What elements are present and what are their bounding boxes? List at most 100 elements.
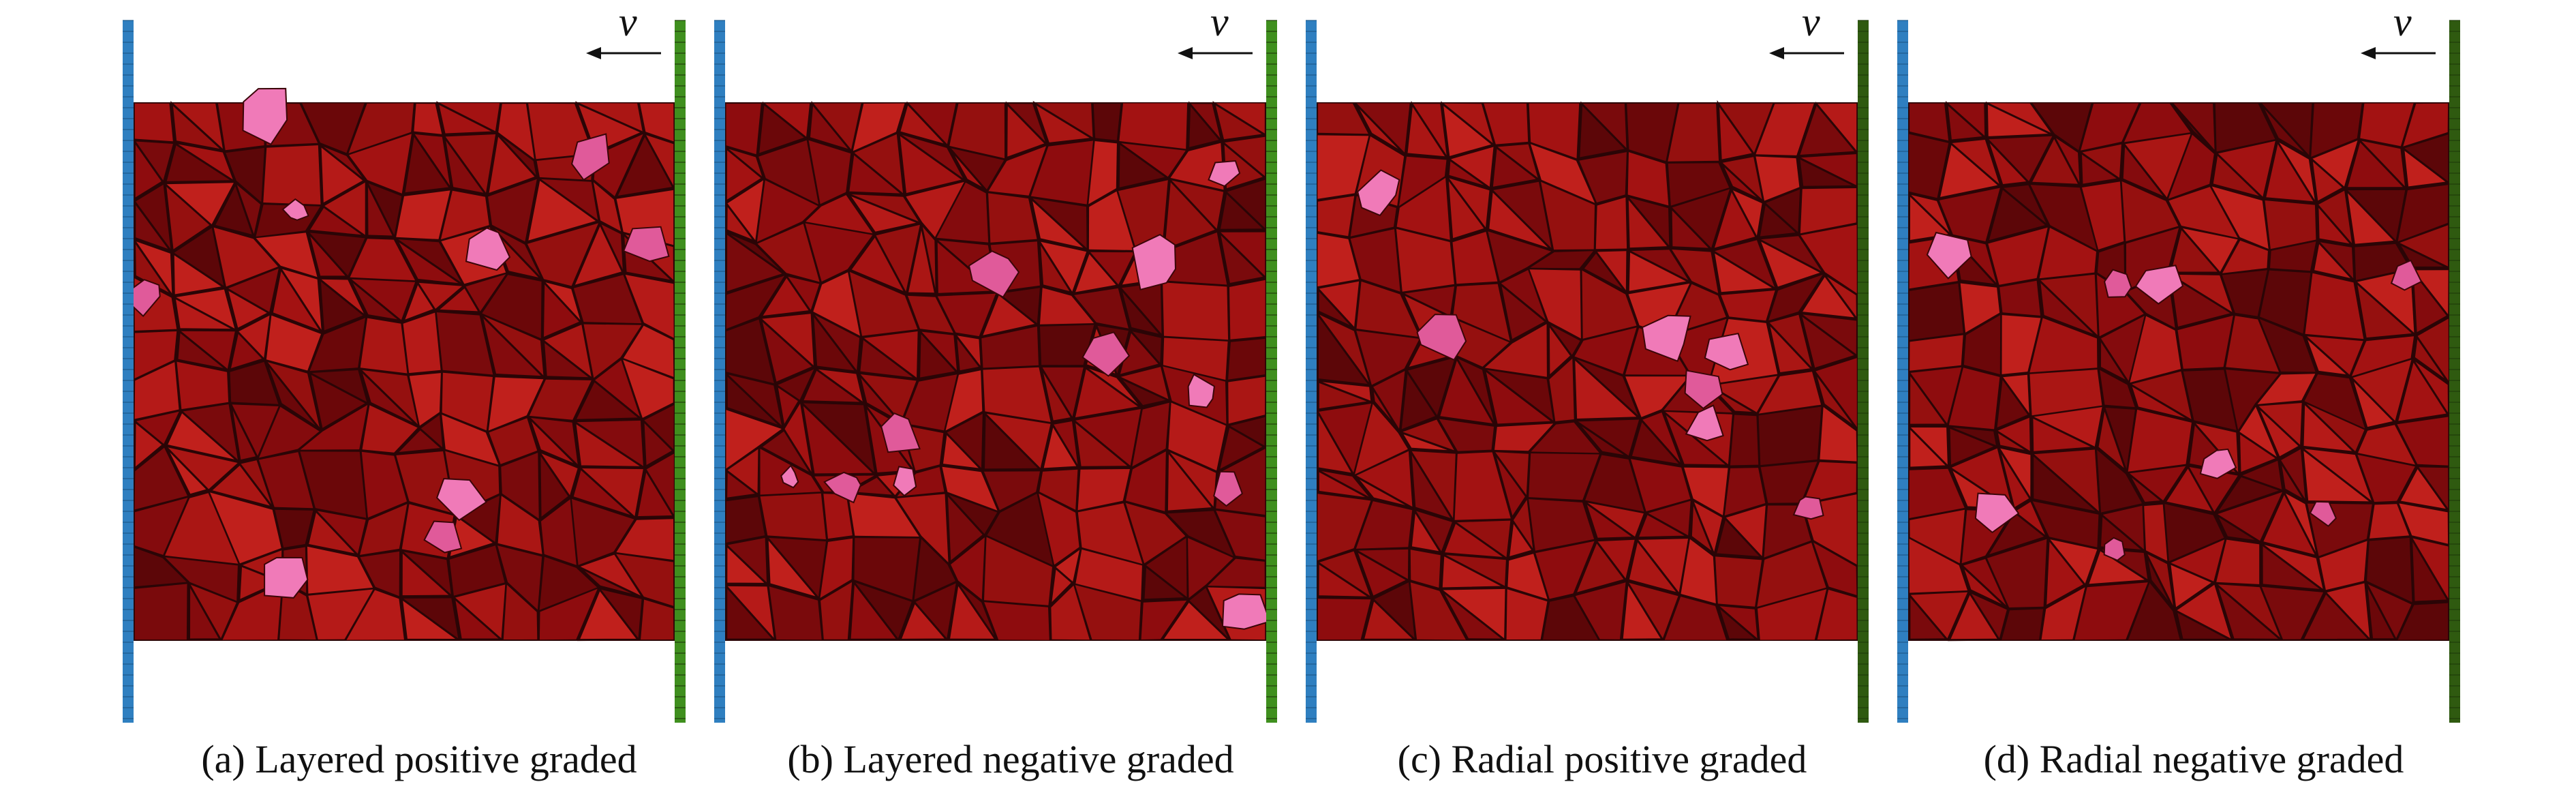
- grain: [812, 103, 861, 151]
- grain: [2041, 587, 2085, 640]
- grain: [1910, 509, 1965, 564]
- grain: [302, 103, 365, 153]
- grain: [307, 205, 369, 238]
- grain: [134, 331, 177, 378]
- grain: [767, 537, 826, 599]
- grain: [1167, 511, 1233, 556]
- grain: [757, 224, 820, 282]
- grain: [2215, 103, 2275, 152]
- grain: [1798, 312, 1859, 371]
- grain: [1163, 337, 1228, 380]
- grain: [1318, 281, 1360, 329]
- grain: [2168, 134, 2214, 199]
- grain: [1217, 229, 1268, 286]
- grain: [1720, 162, 1764, 202]
- grain: [1948, 590, 2002, 642]
- grain: [400, 549, 454, 598]
- grain: [177, 361, 229, 410]
- grain: [2350, 377, 2397, 430]
- grain: [1354, 102, 1405, 155]
- grain: [238, 564, 284, 603]
- grain: [906, 181, 964, 237]
- grain: [1163, 232, 1227, 285]
- left-plate: [1897, 20, 1908, 723]
- grain: [921, 225, 936, 294]
- grain: [1093, 104, 1121, 140]
- grain: [1969, 592, 2007, 640]
- grain: [811, 310, 859, 374]
- grain: [583, 324, 642, 378]
- grain: [2395, 357, 2450, 424]
- grain: [2303, 402, 2365, 453]
- grain: [2213, 511, 2260, 543]
- grain: [847, 151, 906, 196]
- grain: [134, 547, 187, 587]
- grain: [2301, 400, 2358, 454]
- grain: [2301, 446, 2376, 504]
- grain: [578, 566, 643, 599]
- grain: [1049, 565, 1074, 608]
- grain: [1317, 494, 1371, 560]
- grain: [858, 336, 921, 380]
- grain: [1636, 512, 1692, 539]
- grain: [307, 546, 373, 594]
- grain: [2168, 187, 2238, 238]
- grain: [954, 331, 983, 373]
- grain: [642, 418, 675, 469]
- grain: [1576, 419, 1640, 457]
- grain: [918, 329, 960, 380]
- grain: [988, 193, 1037, 243]
- grain: [945, 491, 985, 565]
- grain: [641, 599, 674, 640]
- grain: [579, 554, 642, 597]
- grain: [237, 315, 270, 359]
- grain: [1073, 365, 1144, 420]
- grain: [1454, 452, 1511, 520]
- grain: [2311, 140, 2358, 188]
- grain: [456, 496, 500, 543]
- grain: [542, 338, 595, 380]
- grain: [1764, 505, 1811, 558]
- grain: [1820, 407, 1857, 462]
- grain: [2263, 138, 2318, 204]
- grain: [1757, 543, 1826, 607]
- grain: [134, 447, 187, 510]
- pink-grain: [1357, 169, 1400, 217]
- grain: [2310, 156, 2346, 205]
- grain: [1317, 408, 1355, 476]
- grain: [395, 238, 463, 286]
- grain: [800, 367, 867, 404]
- grain: [758, 140, 819, 205]
- grain: [945, 370, 983, 431]
- grain: [1075, 585, 1141, 640]
- grain: [227, 268, 279, 313]
- grain: [482, 275, 542, 339]
- grain: [573, 275, 642, 324]
- grain: [846, 192, 923, 234]
- grain: [2312, 239, 2357, 282]
- grain: [2304, 374, 2365, 429]
- grain: [2029, 134, 2082, 186]
- grain: [2319, 541, 2367, 590]
- grain: [1040, 288, 1094, 325]
- right-plate: [675, 20, 686, 723]
- grain: [854, 538, 919, 600]
- grain: [1715, 556, 1762, 607]
- grain: [1074, 288, 1129, 329]
- grain: [1402, 286, 1455, 317]
- grain: [758, 316, 816, 385]
- grain: [420, 415, 443, 449]
- grain: [1407, 357, 1455, 417]
- grain: [1317, 286, 1355, 329]
- grain: [1621, 579, 1664, 641]
- grain: [936, 240, 996, 292]
- grain: [1768, 274, 1823, 321]
- grain: [316, 511, 366, 555]
- grain: [2181, 228, 2238, 273]
- grain: [2305, 336, 2363, 376]
- grain: [984, 602, 1049, 640]
- grain: [1354, 475, 1413, 509]
- grain: [2403, 134, 2449, 183]
- grain: [1371, 387, 1400, 432]
- grain: [2311, 103, 2362, 157]
